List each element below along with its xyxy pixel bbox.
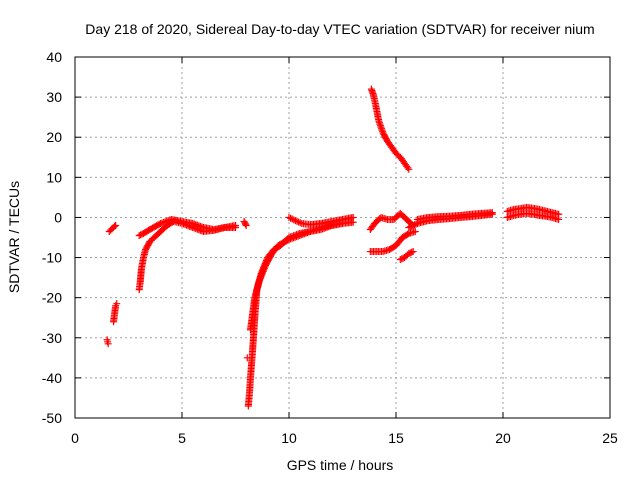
x-tick-label: 25 <box>602 430 618 446</box>
series-sat-b <box>110 300 121 326</box>
data-points <box>103 85 563 410</box>
data-point <box>285 213 293 221</box>
y-tick-label: 20 <box>46 129 62 145</box>
data-point <box>349 213 357 221</box>
series-sat-h <box>367 85 413 173</box>
y-axis-label: SDTVAR / TECUs <box>6 181 22 293</box>
data-point <box>287 214 295 222</box>
series-sat-a <box>103 221 120 348</box>
data-point <box>405 165 413 173</box>
data-point <box>408 248 416 256</box>
x-tick-label: 0 <box>71 430 79 446</box>
data-point <box>404 164 412 172</box>
series-sat-f <box>246 219 346 334</box>
series-sat-o <box>503 209 563 223</box>
x-tick-label: 15 <box>388 430 404 446</box>
series-sat-e <box>240 217 357 410</box>
data-point <box>232 221 239 229</box>
grid-lines <box>75 57 610 418</box>
y-tick-label: -50 <box>42 410 62 426</box>
data-point <box>488 209 496 217</box>
data-point <box>555 215 563 223</box>
data-point <box>113 300 121 308</box>
series-sat-k <box>396 248 417 264</box>
x-axis-label: GPS time / hours <box>287 457 394 473</box>
data-point <box>411 227 419 235</box>
axis-ticks: 0 5 10 15 20 25 40 30 20 10 0 -10 -20 -30 -40 -50 <box>42 49 618 446</box>
data-point <box>412 220 420 228</box>
y-tick-label: 0 <box>54 209 62 225</box>
data-point <box>242 221 250 229</box>
x-tick-label: 5 <box>178 430 186 446</box>
data-point <box>290 216 298 224</box>
data-point <box>241 220 249 228</box>
x-tick-label: 20 <box>495 430 511 446</box>
data-point <box>288 215 296 223</box>
y-tick-label: -30 <box>42 330 62 346</box>
y-tick-label: 30 <box>46 89 62 105</box>
y-tick-label: 40 <box>46 49 62 65</box>
series-sat-i <box>366 209 417 233</box>
y-tick-label: -10 <box>42 250 62 266</box>
series-sat-m <box>413 209 496 223</box>
series-sat-j <box>366 227 419 256</box>
data-point <box>293 217 301 225</box>
y-tick-label: 10 <box>46 169 62 185</box>
data-point <box>295 218 303 226</box>
series-sat-g <box>285 213 357 229</box>
chart-title: Day 218 of 2020, Sidereal Day-to-day VTE… <box>85 21 594 37</box>
y-tick-label: -40 <box>42 370 62 386</box>
plot-frame <box>74 56 611 419</box>
data-point <box>111 222 119 230</box>
x-tick-label: 10 <box>281 430 297 446</box>
data-point <box>104 340 112 348</box>
data-point <box>291 217 299 225</box>
data-point <box>296 219 304 227</box>
data-point <box>409 248 417 256</box>
series-sat-d <box>135 215 239 239</box>
y-tick-label: -20 <box>42 290 62 306</box>
data-point <box>112 221 120 229</box>
series-sat-n <box>503 203 563 218</box>
